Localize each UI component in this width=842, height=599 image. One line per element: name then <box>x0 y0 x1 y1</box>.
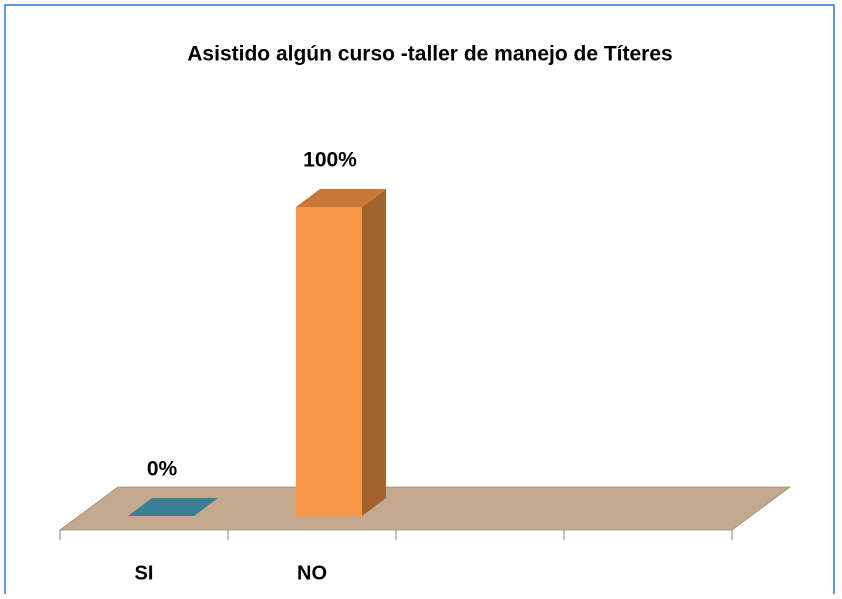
bar-top <box>128 498 218 516</box>
bar-front <box>296 207 362 516</box>
floor <box>58 486 792 531</box>
chart-title: Asistido algún curso -taller de manejo d… <box>187 43 672 66</box>
x-tick-label: SI <box>135 562 154 584</box>
bar-top <box>296 189 386 207</box>
value-label: 0% <box>147 458 178 481</box>
bar-side <box>362 189 386 516</box>
x-tick-label: NO <box>297 562 327 584</box>
value-label: 100% <box>303 149 357 172</box>
